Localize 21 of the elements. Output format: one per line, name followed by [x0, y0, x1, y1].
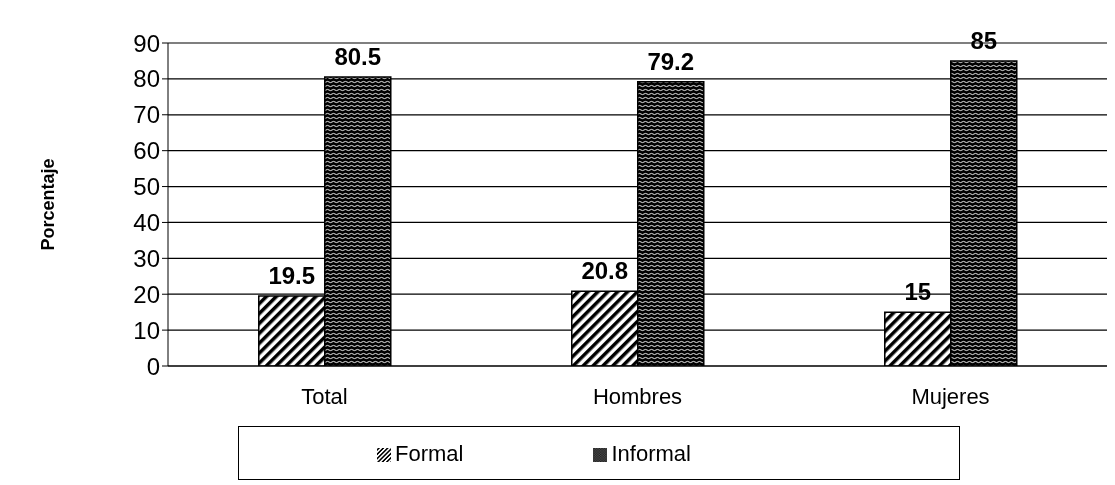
y-tick-label: 80 — [133, 65, 160, 93]
y-tick-label: 0 — [146, 352, 160, 380]
y-tick-label: 30 — [133, 244, 160, 272]
y-tick-label: 40 — [133, 208, 160, 236]
y-tick-label: 20 — [133, 280, 160, 308]
y-tick-label: 50 — [133, 173, 160, 201]
data-label: 80.5 — [334, 43, 382, 71]
legend-label: Informal — [611, 441, 691, 466]
x-tick-label: Mujeres — [911, 383, 990, 409]
x-tick-label: Hombres — [592, 383, 683, 409]
data-label: 20.8 — [581, 257, 629, 285]
y-axis-title: Porcentaje — [38, 158, 59, 251]
y-tick-label: 70 — [133, 101, 160, 129]
data-label: 79.2 — [647, 47, 695, 75]
y-tick-label: 10 — [133, 316, 160, 344]
data-label: 85 — [970, 26, 998, 54]
y-tick-label: 90 — [133, 29, 160, 57]
legend-label: Formal — [395, 441, 464, 466]
data-label: 19.5 — [268, 262, 316, 290]
x-tick-label: Total — [301, 383, 348, 409]
y-tick-label: 60 — [133, 137, 160, 165]
